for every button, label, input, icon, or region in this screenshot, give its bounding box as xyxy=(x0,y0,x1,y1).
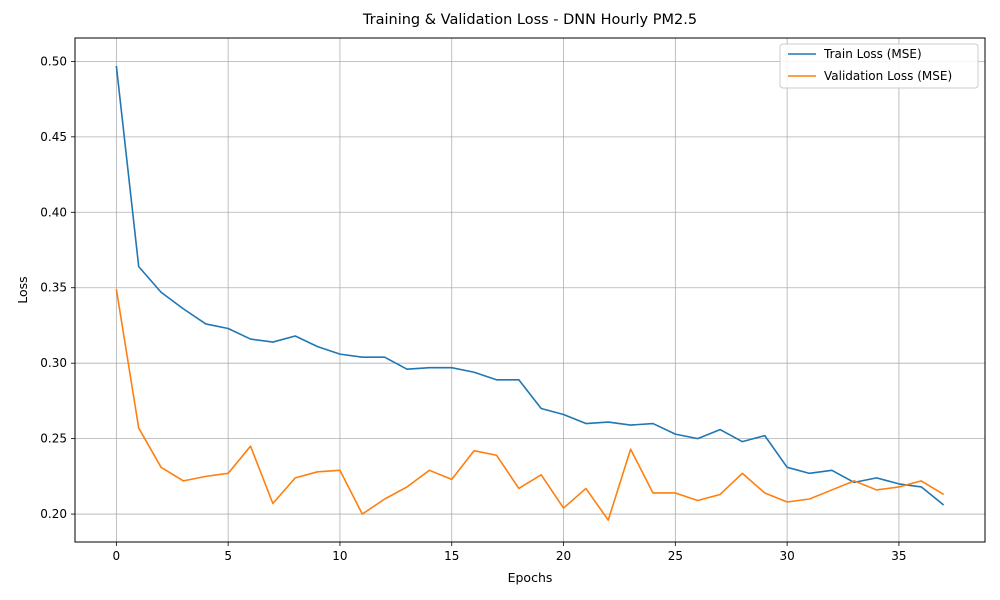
legend-label-train: Train Loss (MSE) xyxy=(823,47,922,61)
y-tick-label: 0.45 xyxy=(40,130,67,144)
y-tick-label: 0.25 xyxy=(40,432,67,446)
legend: Train Loss (MSE) Validation Loss (MSE) xyxy=(779,43,979,89)
chart-title: Training & Validation Loss - DNN Hourly … xyxy=(362,12,697,28)
series-layer xyxy=(115,65,945,521)
legend-label-validation: Validation Loss (MSE) xyxy=(824,69,952,83)
y-axis-ticks: 0.20 0.25 0.30 0.35 0.40 0.45 0.50 xyxy=(40,54,75,521)
y-axis-label: Loss xyxy=(15,276,30,303)
y-tick-label: 0.35 xyxy=(40,281,67,295)
x-axis-ticks: 0 5 10 15 20 25 30 35 xyxy=(113,542,907,563)
x-tick-label: 5 xyxy=(224,549,232,563)
x-tick-label: 20 xyxy=(556,549,571,563)
x-tick-label: 25 xyxy=(668,549,683,563)
x-tick-label: 35 xyxy=(891,549,906,563)
x-tick-label: 15 xyxy=(444,549,459,563)
train-loss-line xyxy=(115,65,945,506)
y-tick-label: 0.40 xyxy=(40,205,67,219)
y-tick-label: 0.20 xyxy=(40,507,67,521)
validation-loss-line xyxy=(115,289,945,521)
legend-box xyxy=(779,43,979,89)
x-tick-label: 0 xyxy=(113,549,121,563)
y-tick-label: 0.50 xyxy=(40,54,67,68)
x-tick-label: 10 xyxy=(332,549,347,563)
x-tick-label: 30 xyxy=(779,549,794,563)
plot-frame xyxy=(74,37,986,543)
grid-lines xyxy=(75,38,985,542)
y-tick-label: 0.30 xyxy=(40,356,67,370)
x-axis-label: Epochs xyxy=(508,570,553,585)
